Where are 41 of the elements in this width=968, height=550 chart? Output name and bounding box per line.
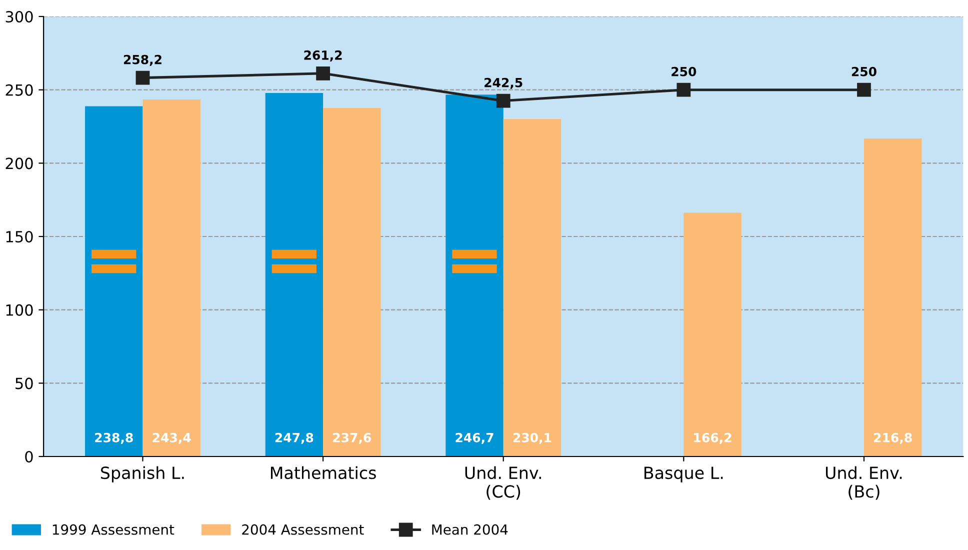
- data-label: 250: [672, 66, 696, 76]
- bar: [446, 94, 504, 456]
- bar: [503, 119, 562, 456]
- point: [496, 94, 510, 108]
- data-label: 258,2: [124, 54, 162, 66]
- data-label: 246,7: [456, 432, 494, 444]
- legend-label: Mean 2004: [432, 524, 508, 535]
- legend-label: 2004 Assessment: [242, 524, 364, 535]
- y-tick-label: 200: [6, 158, 33, 170]
- bar: [265, 93, 324, 456]
- point: [857, 82, 871, 97]
- x-tick-label: Und. Env. (CC): [465, 466, 542, 500]
- y-tick-label: 250: [6, 84, 33, 96]
- data-label: 230,1: [513, 432, 552, 444]
- data-label: 247,8: [275, 432, 314, 444]
- data-label: 250: [852, 66, 876, 76]
- y-tick-label: 0: [25, 450, 33, 463]
- y-tick-label: 50: [16, 378, 33, 390]
- x-tick-label: Mathematics: [270, 466, 376, 480]
- x-tick-label: Und. Env. (Bc): [826, 466, 902, 500]
- data-label: 242,5: [484, 78, 522, 89]
- x-tick-label: Basque L.: [644, 466, 723, 482]
- point: [136, 70, 150, 85]
- x-tick-label: Spanish L.: [100, 466, 184, 482]
- legend-label: 1999 Assessment: [52, 524, 174, 535]
- y-tick-label: 150: [6, 230, 33, 243]
- bar: [85, 106, 143, 456]
- point: [676, 82, 691, 97]
- bar: [864, 138, 922, 456]
- bar: [323, 108, 381, 456]
- data-label: 166,2: [694, 432, 732, 444]
- point: [316, 66, 330, 80]
- data-label: 261,2: [304, 50, 342, 62]
- bar: [142, 100, 200, 456]
- data-label: 216,8: [874, 432, 912, 444]
- y-tick-label: 300: [6, 10, 33, 23]
- bar: [684, 212, 742, 456]
- y-tick-label: 100: [6, 304, 33, 316]
- data-label: 238,8: [95, 432, 133, 444]
- data-label: 237,6: [333, 432, 371, 444]
- data-label: 243,4: [152, 432, 191, 444]
